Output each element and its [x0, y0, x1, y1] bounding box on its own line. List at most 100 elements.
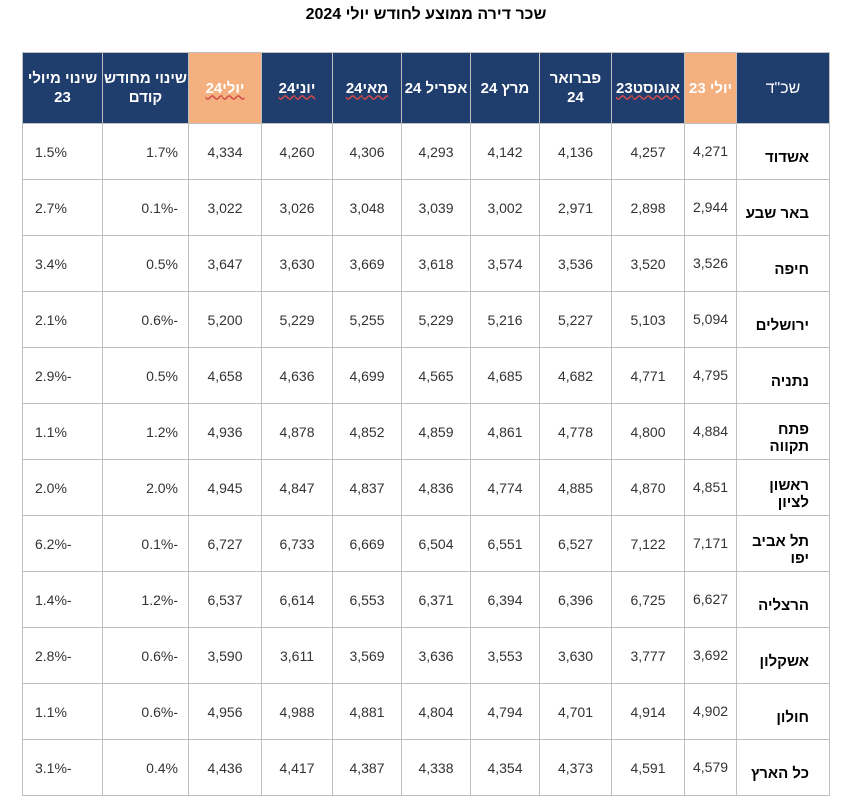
jul23-cell: 4,902: [684, 683, 737, 740]
jul23-cell: 3,526: [684, 235, 737, 292]
may24-cell: 5,255: [332, 291, 402, 348]
mar24-cell: 4,794: [470, 683, 540, 740]
feb24-cell: 4,682: [539, 347, 612, 404]
jul24-cell: 3,022: [188, 179, 262, 236]
header-aug23-label: אוגוסט23: [616, 79, 680, 97]
aug23-cell: 4,257: [611, 123, 685, 180]
apr24-cell: 4,338: [401, 739, 471, 796]
header-change-prev-month: שינוי מחודש קודם: [102, 52, 189, 124]
may24-cell: 4,852: [332, 403, 402, 460]
may24-cell: 3,569: [332, 627, 402, 684]
table-row: פתח תקווה 4,884 4,800 4,778 4,861 4,859 4,852 4…: [22, 403, 830, 460]
mar24-cell: 6,551: [470, 515, 540, 572]
jun24-cell: 3,630: [261, 235, 333, 292]
may24-cell: 4,387: [332, 739, 402, 796]
change-jul23-cell: -2.9%: [22, 347, 103, 404]
mar24-cell: 3,553: [470, 627, 540, 684]
may24-cell: 4,881: [332, 683, 402, 740]
jul24-cell: 3,647: [188, 235, 262, 292]
table-row: תל אביב יפו 7,171 7,122 6,527 6,551 6,504 6,66…: [22, 515, 830, 572]
header-jul24-label: יולי24: [205, 79, 245, 97]
apr24-cell: 5,229: [401, 291, 471, 348]
apr24-cell: 3,039: [401, 179, 471, 236]
apr24-cell: 4,859: [401, 403, 471, 460]
feb24-cell: 6,527: [539, 515, 612, 572]
jul24-cell: 4,945: [188, 459, 262, 516]
apr24-cell: 4,836: [401, 459, 471, 516]
change-prev-month-cell: 1.2%: [102, 403, 189, 460]
rent-table: שכ"ד יולי 23 אוגוסט23 פברואר 24 מרץ 24 א…: [22, 52, 830, 796]
aug23-cell: 4,591: [611, 739, 685, 796]
header-row: שכ"ד יולי 23 אוגוסט23 פברואר 24 מרץ 24 א…: [22, 52, 830, 124]
city-cell: חולון: [736, 683, 830, 740]
aug23-cell: 5,103: [611, 291, 685, 348]
header-apr24: אפריל 24: [401, 52, 471, 124]
city-cell: הרצליה: [736, 571, 830, 628]
table-row: באר שבע 2,944 2,898 2,971 3,002 3,039 3,048 3,0…: [22, 179, 830, 236]
aug23-cell: 4,800: [611, 403, 685, 460]
jul23-cell: 4,795: [684, 347, 737, 404]
change-prev-month-cell: 0.4%: [102, 739, 189, 796]
jun24-cell: 3,026: [261, 179, 333, 236]
feb24-cell: 2,971: [539, 179, 612, 236]
page-title: שכר דירה ממוצע לחודש יולי 2024: [305, 6, 547, 23]
header-aug23: אוגוסט23: [611, 52, 685, 124]
change-prev-month-cell: -0.6%: [102, 291, 189, 348]
aug23-cell: 4,771: [611, 347, 685, 404]
header-jun24: יוני24: [261, 52, 333, 124]
change-jul23-cell: -3.1%: [22, 739, 103, 796]
city-cell: כל הארץ: [736, 739, 830, 796]
jul24-cell: 4,936: [188, 403, 262, 460]
header-mar24: מרץ 24: [470, 52, 540, 124]
feb24-cell: 6,396: [539, 571, 612, 628]
city-cell: חיפה: [736, 235, 830, 292]
may24-cell: 4,699: [332, 347, 402, 404]
apr24-cell: 4,804: [401, 683, 471, 740]
jul24-cell: 4,334: [188, 123, 262, 180]
jul23-cell: 4,579: [684, 739, 737, 796]
jun24-cell: 4,988: [261, 683, 333, 740]
header-may24: מאי24: [332, 52, 402, 124]
jul23-cell: 2,944: [684, 179, 737, 236]
change-jul23-cell: 1.5%: [22, 123, 103, 180]
city-cell: פתח תקווה: [736, 403, 830, 460]
jun24-cell: 6,614: [261, 571, 333, 628]
table-row: הרצליה 6,627 6,725 6,396 6,394 6,371 6,553 6,61…: [22, 571, 830, 628]
jun24-cell: 4,260: [261, 123, 333, 180]
city-cell: נתניה: [736, 347, 830, 404]
mar24-cell: 4,142: [470, 123, 540, 180]
header-change-jul23: שינוי מיולי 23: [22, 52, 103, 124]
jul24-cell: 4,436: [188, 739, 262, 796]
jul24-cell: 5,200: [188, 291, 262, 348]
change-prev-month-cell: 0.5%: [102, 235, 189, 292]
feb24-cell: 4,885: [539, 459, 612, 516]
mar24-cell: 4,354: [470, 739, 540, 796]
jun24-cell: 4,847: [261, 459, 333, 516]
change-prev-month-cell: -0.6%: [102, 683, 189, 740]
change-jul23-cell: 1.1%: [22, 403, 103, 460]
aug23-cell: 7,122: [611, 515, 685, 572]
may24-cell: 6,553: [332, 571, 402, 628]
table-row: נתניה 4,795 4,771 4,682 4,685 4,565 4,699 4,636…: [22, 347, 830, 404]
mar24-cell: 4,861: [470, 403, 540, 460]
aug23-cell: 3,520: [611, 235, 685, 292]
jun24-cell: 3,611: [261, 627, 333, 684]
table-row: חולון 4,902 4,914 4,701 4,794 4,804 4,881 4,988…: [22, 683, 830, 740]
change-prev-month-cell: -0.6%: [102, 627, 189, 684]
jul23-cell: 4,271: [684, 123, 737, 180]
feb24-cell: 4,136: [539, 123, 612, 180]
change-jul23-cell: 1.1%: [22, 683, 103, 740]
may24-cell: 4,306: [332, 123, 402, 180]
table-row: ראשון לציון 4,851 4,870 4,885 4,774 4,836 4,83…: [22, 459, 830, 516]
change-jul23-cell: 3.4%: [22, 235, 103, 292]
change-prev-month-cell: -0.1%: [102, 515, 189, 572]
apr24-cell: 3,618: [401, 235, 471, 292]
jul23-cell: 5,094: [684, 291, 737, 348]
header-jun24-label: יוני24: [278, 79, 316, 97]
jun24-cell: 4,636: [261, 347, 333, 404]
mar24-cell: 5,216: [470, 291, 540, 348]
mar24-cell: 6,394: [470, 571, 540, 628]
change-jul23-cell: 2.0%: [22, 459, 103, 516]
feb24-cell: 3,536: [539, 235, 612, 292]
header-jul23: יולי 23: [684, 52, 737, 124]
